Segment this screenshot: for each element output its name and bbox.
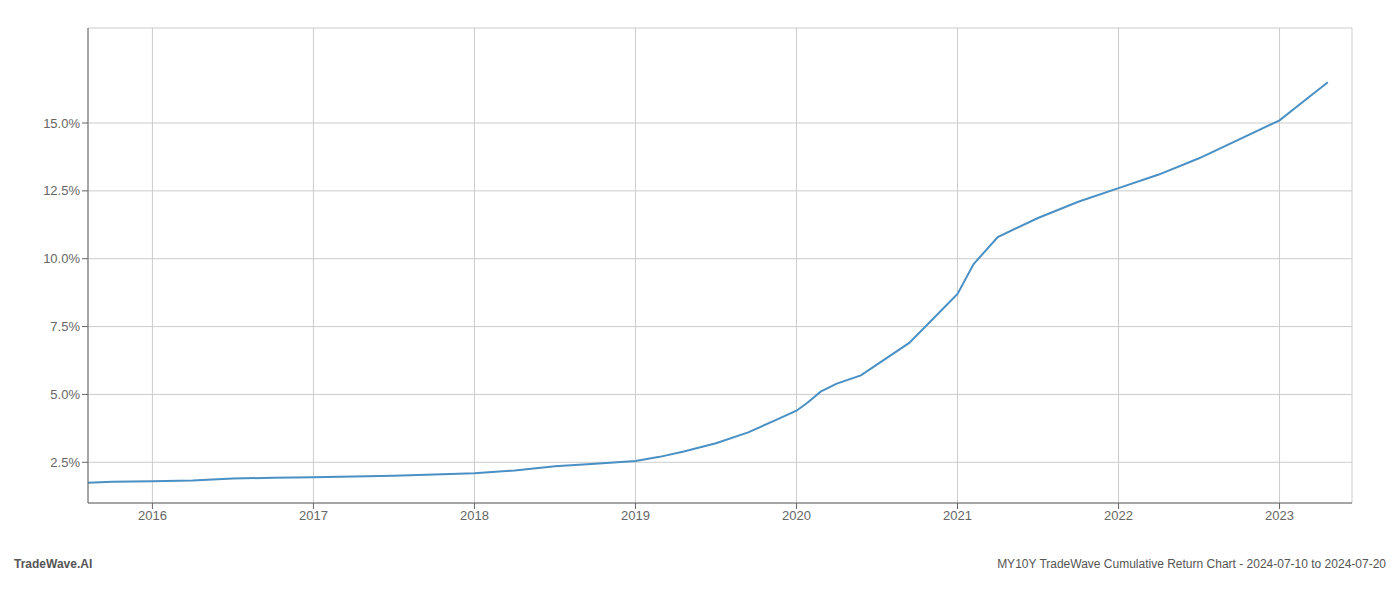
svg-text:2.5%: 2.5% (50, 455, 80, 470)
svg-text:2023: 2023 (1265, 508, 1294, 523)
svg-text:2018: 2018 (460, 508, 489, 523)
html-text:TradeWave.AI: TradeWave.AI (14, 557, 93, 571)
svg-text:15.0%: 15.0% (43, 116, 80, 131)
svg-text:2021: 2021 (943, 508, 972, 523)
svg-text:5.0%: 5.0% (50, 387, 80, 402)
svg-text:10.0%: 10.0% (43, 251, 80, 266)
svg-text:12.5%: 12.5% (43, 183, 80, 198)
svg-text:2019: 2019 (621, 508, 650, 523)
html-text:MY10Y TradeWave Cumulative Ret: MY10Y TradeWave Cumulative Return Chart … (997, 557, 1386, 571)
svg-text:2016: 2016 (138, 508, 167, 523)
svg-text:7.5%: 7.5% (50, 319, 80, 334)
svg-text:2022: 2022 (1104, 508, 1133, 523)
svg-text:2017: 2017 (299, 508, 328, 523)
svg-text:2020: 2020 (782, 508, 811, 523)
